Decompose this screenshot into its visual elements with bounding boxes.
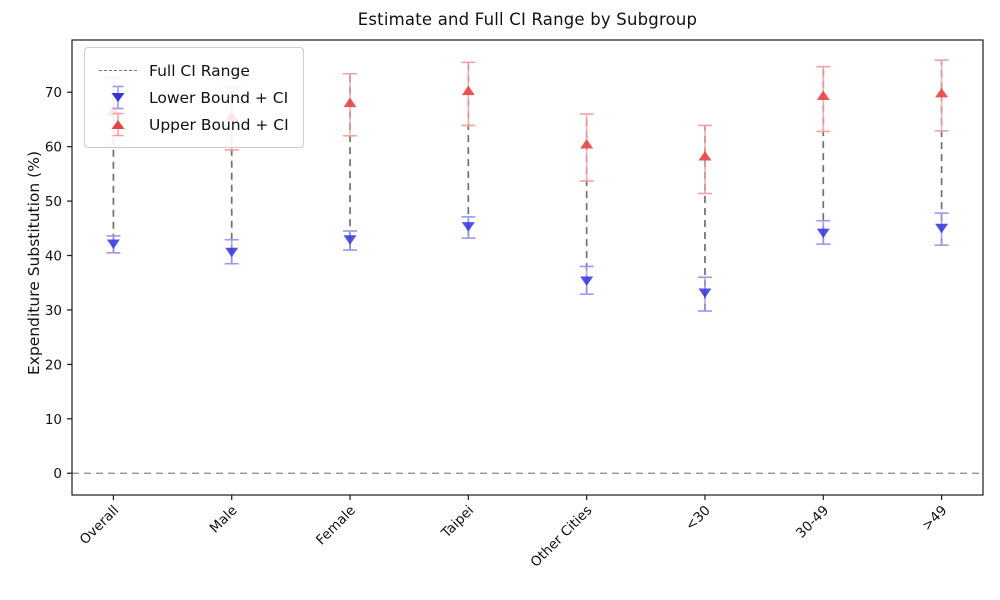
upper-bound-marker <box>580 138 594 149</box>
triangle-down-errorbar-icon <box>95 84 141 111</box>
y-tick-label: 30 <box>45 303 62 319</box>
lower-bound-marker <box>935 223 949 234</box>
ci-group <box>934 59 949 246</box>
lower-bound-marker <box>343 235 357 245</box>
ci-group <box>697 124 712 312</box>
upper-bound-marker <box>935 87 949 98</box>
x-tick-label: <30 <box>682 503 713 534</box>
x-tick-label: Female <box>313 503 359 549</box>
lower-bound-marker <box>580 276 594 287</box>
x-tick-label: >49 <box>919 503 950 534</box>
lower-bound-marker <box>225 247 239 258</box>
x-tick-label: Other Cities <box>527 503 595 571</box>
x-tick-label: Male <box>207 503 241 537</box>
upper-bound-marker <box>816 90 830 101</box>
lower-bound-marker <box>698 288 712 299</box>
plot-spines <box>71 39 984 496</box>
y-tick-label: 50 <box>45 194 62 210</box>
y-axis-label: Expenditure Substitution (%) <box>25 151 43 376</box>
upper-bound-marker <box>343 97 357 108</box>
y-tick-label: 60 <box>45 140 62 156</box>
legend-label: Upper Bound + CI <box>149 115 289 134</box>
y-tick-label: 40 <box>45 249 62 265</box>
legend: Full CI Range Lower Bound + CI <box>84 47 304 148</box>
x-tick-label: Taipei <box>438 503 477 542</box>
legend-item-lower-bound: Lower Bound + CI <box>95 84 289 111</box>
triangle-up-errorbar-icon <box>95 111 141 138</box>
legend-label: Full CI Range <box>149 61 250 80</box>
y-tick-label: 10 <box>45 412 62 428</box>
y-tick-label: 20 <box>45 357 62 373</box>
lower-bound-marker <box>461 222 475 232</box>
ci-group <box>816 65 831 245</box>
lower-bound-marker <box>816 228 830 239</box>
legend-label: Lower Bound + CI <box>149 88 289 107</box>
x-tick-label: Overall <box>77 503 122 548</box>
y-tick-label: 0 <box>53 466 62 482</box>
chart-title: Estimate and Full CI Range by Subgroup <box>357 10 698 29</box>
lower-bound-marker <box>106 239 120 250</box>
legend-item-upper-bound: Upper Bound + CI <box>95 111 289 138</box>
x-tick-label: 30-49 <box>793 503 832 542</box>
dashed-line-icon <box>95 70 141 71</box>
ci-group <box>579 113 594 295</box>
ci-group <box>461 61 476 239</box>
legend-item-full-ci-range: Full CI Range <box>95 57 289 84</box>
upper-bound-marker <box>698 150 712 161</box>
upper-bound-marker <box>461 85 475 96</box>
y-tick-label: 70 <box>45 85 62 101</box>
ci-group <box>343 72 358 251</box>
